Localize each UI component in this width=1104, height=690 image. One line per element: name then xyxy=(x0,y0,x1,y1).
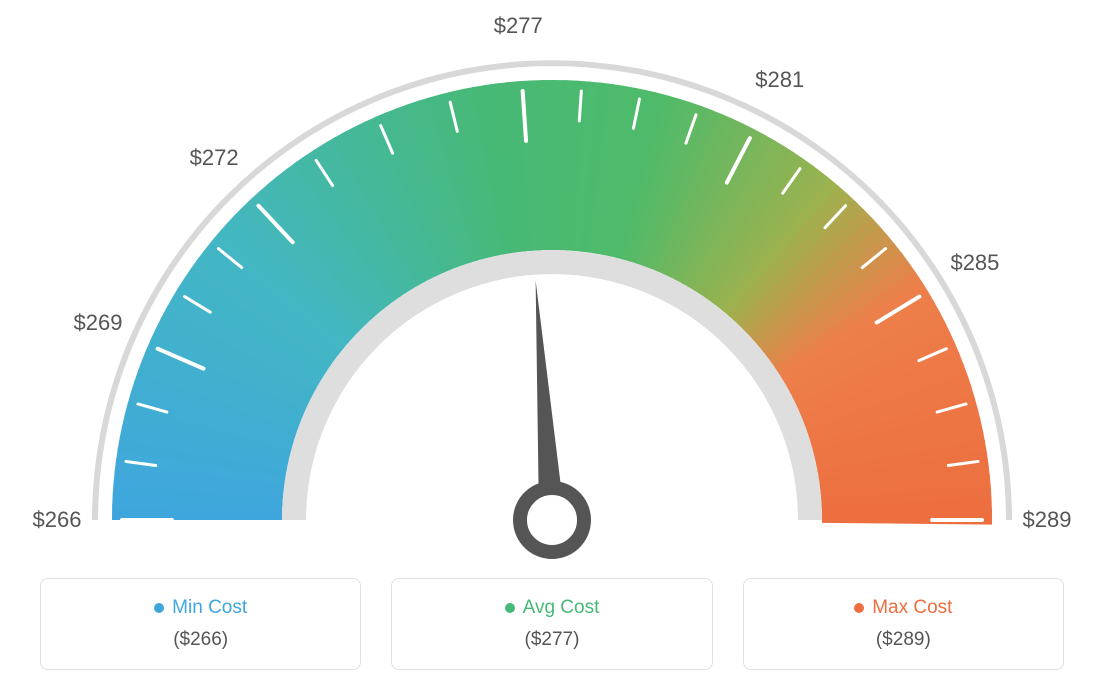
legend-label-avg: Avg Cost xyxy=(402,597,701,619)
gauge-chart: $266 $269 $272 $277 $281 $285 $289 xyxy=(0,0,1104,570)
legend-label-max: Max Cost xyxy=(754,597,1053,619)
gauge-tick-label: $285 xyxy=(950,250,999,276)
gauge-tick-label: $266 xyxy=(33,507,82,533)
legend-label-min: Min Cost xyxy=(51,597,350,619)
gauge-tick-label: $272 xyxy=(190,145,239,171)
dot-icon xyxy=(154,603,164,613)
dot-icon xyxy=(854,603,864,613)
gauge-tick-label: $281 xyxy=(755,67,804,93)
legend-row: Min Cost ($266) Avg Cost ($277) Max Cost… xyxy=(0,578,1104,670)
legend-box-min: Min Cost ($266) xyxy=(40,578,361,670)
legend-value-min: ($266) xyxy=(51,629,350,651)
legend-value-avg: ($277) xyxy=(402,629,701,651)
dot-icon xyxy=(505,603,515,613)
gauge-svg xyxy=(0,0,1104,570)
legend-value-max: ($289) xyxy=(754,629,1053,651)
gauge-tick-label: $277 xyxy=(494,13,543,39)
legend-label-text: Max Cost xyxy=(872,597,952,619)
gauge-tick-label: $269 xyxy=(73,310,122,336)
gauge-tick-label: $289 xyxy=(1023,507,1072,533)
legend-label-text: Min Cost xyxy=(172,597,247,619)
legend-box-avg: Avg Cost ($277) xyxy=(391,578,712,670)
legend-label-text: Avg Cost xyxy=(523,597,600,619)
legend-box-max: Max Cost ($289) xyxy=(743,578,1064,670)
